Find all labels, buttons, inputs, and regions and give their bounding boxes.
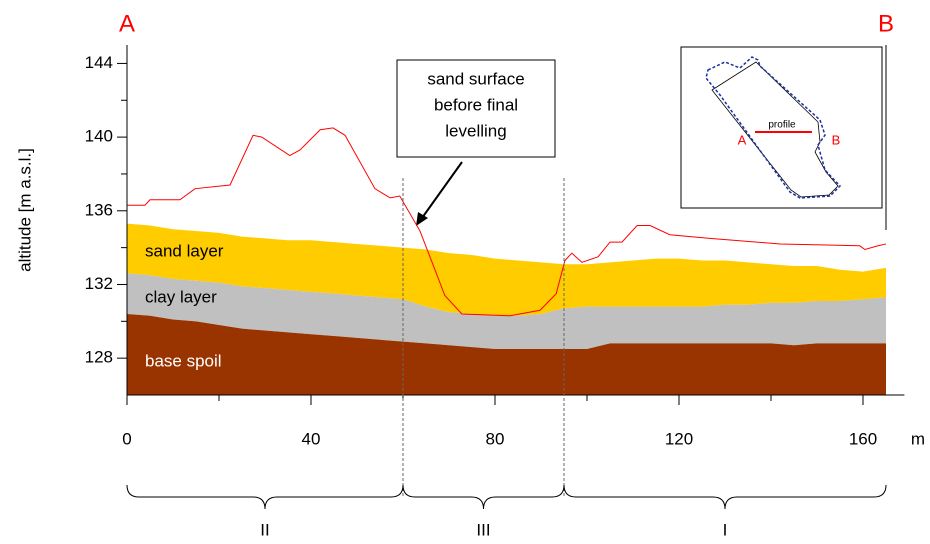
arrow-head xyxy=(416,212,428,226)
section-end-label: B xyxy=(878,10,894,37)
inset-map: A profile B xyxy=(680,46,883,209)
y-tick-label: 128 xyxy=(85,348,113,367)
layer-area xyxy=(127,273,886,349)
x-tick-label: 80 xyxy=(486,429,505,448)
y-tick-label: 140 xyxy=(85,127,113,146)
layer-area xyxy=(127,313,886,395)
section-end-label: A xyxy=(119,10,135,37)
zone-brace xyxy=(402,484,565,510)
inset-label: profile xyxy=(768,120,796,131)
zone-label: I xyxy=(723,520,728,539)
zone-label: III xyxy=(476,520,490,539)
annotation-text: sand surface xyxy=(427,69,524,88)
inset-label: A xyxy=(738,132,747,147)
zone-brace xyxy=(126,484,404,510)
zone-brace xyxy=(563,484,887,510)
zone-label: II xyxy=(260,520,269,539)
layer-area xyxy=(127,223,886,316)
x-tick-label: 120 xyxy=(665,429,693,448)
y-tick-label: 144 xyxy=(85,53,113,72)
layer-label: sand layer xyxy=(145,241,224,260)
annotation-box xyxy=(396,59,556,158)
surface-line xyxy=(127,127,887,317)
layer-label: base spoil xyxy=(145,351,222,370)
annotation-text: levelling xyxy=(445,121,506,140)
layer-label: clay layer xyxy=(145,287,217,306)
x-axis-unit: m xyxy=(911,429,925,448)
y-tick-label: 136 xyxy=(85,200,113,219)
annotation-text: before final xyxy=(434,95,518,114)
inset-outline xyxy=(705,56,842,199)
inset-label: B xyxy=(832,132,841,147)
x-tick-label: 0 xyxy=(122,429,131,448)
x-tick-label: 160 xyxy=(849,429,877,448)
annotation-arrow xyxy=(421,161,463,219)
y-tick-label: 132 xyxy=(85,274,113,293)
x-tick-label: 40 xyxy=(302,429,321,448)
y-axis-title: altitude [m a.s.l.] xyxy=(15,148,34,272)
